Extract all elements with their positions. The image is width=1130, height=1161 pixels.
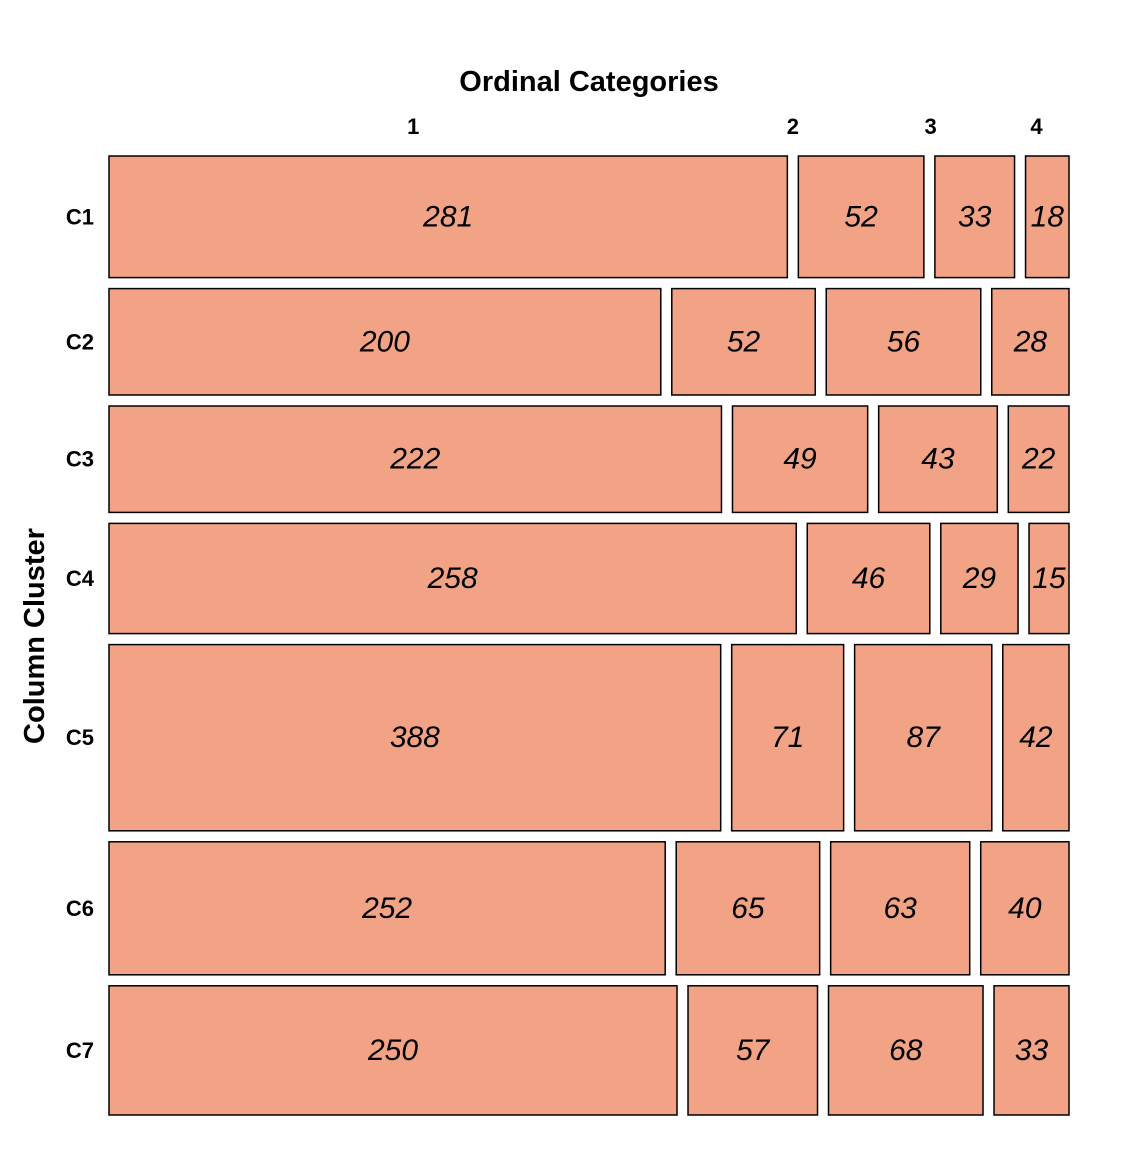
row-labels: C1 C2 C3 C4 C5 C6 C7 [66,204,95,1063]
mosaic-cell [108,405,723,514]
mosaic-cell [827,985,984,1116]
row-label: C4 [66,566,95,591]
cell-value-label: 250 [367,1034,418,1067]
mosaic-cell [934,155,1016,279]
cell-value-label: 40 [1008,892,1042,925]
mosaic-cell [108,287,662,396]
column-label: 1 [407,114,419,139]
cell-value-label: 281 [422,200,473,233]
cell-value-label: 28 [1013,325,1048,358]
cell-value-label: 33 [958,200,992,233]
row-label: C6 [66,896,94,921]
row-label: C1 [66,204,94,229]
cell-value-label: 22 [1021,443,1056,476]
column-label: 2 [787,114,799,139]
cell-value-label: 52 [844,200,878,233]
mosaic-cell [1007,405,1070,514]
cell-value-label: 57 [736,1034,771,1067]
column-label: 3 [924,114,936,139]
cell-value-label: 33 [1015,1034,1049,1067]
cell-value-label: 71 [771,721,804,754]
mosaic-cell [993,985,1070,1116]
cell-value-label: 56 [887,325,921,358]
mosaic-cell [797,155,925,279]
column-labels: 1 2 3 4 [407,114,1043,139]
mosaic-cell [108,643,722,832]
column-label: 4 [1030,114,1043,139]
mosaic-cell [108,155,789,279]
cell-value-label: 49 [783,443,817,476]
row-label: C5 [66,725,94,750]
mosaic-cell [108,985,678,1116]
y-axis-label: Column Cluster [19,528,51,744]
mosaic-cell [671,287,816,396]
row-label: C2 [66,329,94,354]
mosaic-cell [979,841,1070,976]
mosaic-cell [1002,643,1070,832]
cell-value-label: 222 [389,443,440,476]
mosaic-cell [687,985,819,1116]
cell-value-label: 252 [361,892,412,925]
cell-value-label: 63 [884,892,918,925]
mosaic-cells: 281 52 33 18 200 52 56 28 222 49 43 22 258 46 29 15 388 7… [108,155,1070,1116]
cell-value-label: 42 [1019,721,1053,754]
mosaic-cell [806,522,931,635]
mosaic-cell [108,522,798,635]
cell-value-label: 258 [427,562,478,595]
row-label: C7 [66,1038,94,1063]
cell-value-label: 87 [907,721,942,754]
cell-value-label: 15 [1032,562,1066,595]
mosaic-cell [108,841,666,976]
mosaic-cell [1028,522,1070,635]
mosaic-cell [991,287,1070,396]
mosaic-cell [877,405,999,514]
cell-value-label: 200 [359,325,410,358]
mosaic-cell [731,405,869,514]
cell-value-label: 65 [731,892,765,925]
cell-value-label: 29 [962,562,997,595]
cell-value-label: 68 [889,1034,923,1067]
chart-title: Ordinal Categories [459,66,718,98]
cell-value-label: 43 [921,443,955,476]
mosaic-cell [829,841,971,976]
mosaic-cell [675,841,821,976]
cell-value-label: 52 [727,325,761,358]
cell-value-label: 18 [1031,200,1065,233]
row-label: C3 [66,447,94,472]
mosaic-cell [730,643,845,832]
cell-value-label: 388 [390,721,440,754]
mosaic-cell [1024,155,1070,279]
mosaic-cell [853,643,993,832]
mosaic-cell [940,522,1019,635]
mosaic-cell [825,287,982,396]
cell-value-label: 46 [852,562,886,595]
